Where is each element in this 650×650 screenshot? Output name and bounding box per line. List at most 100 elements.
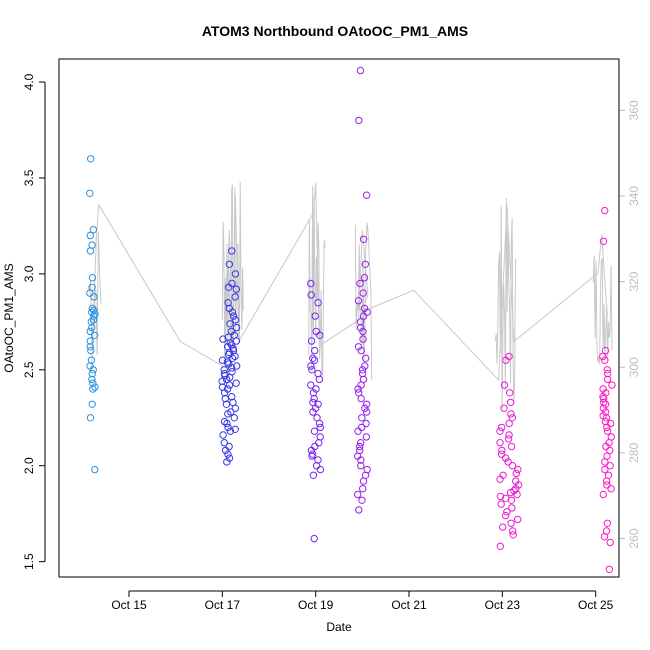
data-point (359, 485, 367, 493)
data-point (88, 369, 97, 378)
data-point (220, 389, 229, 397)
data-point (316, 423, 324, 432)
data-point (506, 398, 515, 407)
data-point (499, 523, 507, 531)
data-point (86, 327, 94, 336)
data-point (601, 356, 609, 364)
data-point (226, 427, 235, 435)
data-point (88, 304, 97, 313)
data-point (599, 352, 607, 361)
data-point (90, 306, 98, 314)
data-point (314, 400, 322, 408)
axis-layer: Oct 15 Oct 17 Oct 19 Oct 21 Oct 23 Oct 25 1.5 2… (22, 73, 641, 612)
data-point (362, 191, 371, 199)
data-point (219, 431, 227, 439)
data-point (363, 408, 371, 416)
data-point (601, 400, 610, 408)
data-point (357, 439, 365, 447)
data-point (498, 446, 506, 455)
data-point (86, 337, 95, 345)
data-point (233, 362, 241, 370)
data-point (359, 327, 367, 336)
data-point (231, 316, 240, 324)
data-point (354, 385, 362, 393)
data-point (358, 369, 367, 378)
x-tick-label: Oct 17 (205, 598, 241, 612)
data-point (601, 408, 610, 416)
data-point (359, 477, 368, 485)
data-point (603, 366, 611, 374)
y2-tick-label: 260 (627, 528, 641, 548)
data-point (224, 350, 233, 359)
data-point (86, 231, 95, 240)
data-point (223, 358, 232, 366)
data-point (496, 475, 504, 483)
y2-tick-label: 360 (627, 100, 641, 120)
data-point (603, 427, 612, 435)
data-point (497, 500, 505, 508)
x-tick-label: Oct 25 (578, 598, 614, 612)
data-point (507, 496, 516, 504)
data-point (309, 389, 318, 397)
data-point (506, 488, 515, 497)
data-point (231, 404, 240, 412)
background-line-layer (88, 181, 613, 409)
data-point (231, 425, 239, 433)
data-point (86, 343, 94, 351)
data-point (86, 289, 94, 297)
data-point (500, 381, 509, 389)
data-point (308, 452, 316, 460)
data-point (503, 508, 511, 516)
data-point (225, 283, 233, 291)
data-point (358, 423, 366, 432)
data-point (224, 410, 232, 418)
data-point (501, 511, 510, 520)
data-point (89, 316, 98, 324)
data-point (221, 446, 230, 455)
data-point (600, 533, 609, 541)
data-point (228, 247, 236, 255)
data-point (358, 366, 367, 374)
data-point (361, 362, 369, 370)
data-point (507, 519, 515, 527)
data-point (363, 400, 371, 408)
x-tick-label: Oct 19 (298, 598, 334, 612)
data-point (307, 381, 315, 389)
data-point (514, 515, 522, 524)
y2-series-line (91, 183, 608, 382)
data-point (316, 331, 324, 339)
data-point (232, 323, 241, 332)
data-point (606, 462, 614, 470)
data-point (311, 312, 319, 320)
data-point (508, 414, 516, 422)
data-point (505, 431, 513, 439)
data-point (312, 385, 320, 393)
data-point (224, 423, 232, 432)
data-point (508, 462, 517, 470)
data-point (361, 404, 369, 412)
data-point (308, 366, 316, 374)
data-point (601, 206, 609, 215)
data-point (356, 318, 365, 326)
data-point (602, 477, 611, 485)
data-point (224, 299, 232, 307)
data-point (231, 352, 239, 361)
data-point (228, 354, 237, 362)
data-point (513, 490, 521, 499)
data-point (228, 393, 236, 401)
data-point (359, 312, 368, 320)
data-point (604, 369, 612, 378)
data-point (357, 462, 365, 470)
data-point (310, 356, 319, 364)
data-point (606, 419, 615, 428)
data-point (311, 346, 319, 355)
data-point (88, 400, 96, 408)
data-point (309, 408, 317, 416)
data-point (226, 320, 234, 328)
data-point (505, 419, 513, 428)
data-point (360, 304, 369, 313)
x-tick-label: Oct 21 (391, 598, 427, 612)
y-tick-label: 3.0 (22, 265, 36, 282)
data-point (310, 427, 319, 435)
y2-tick-label: 280 (627, 443, 641, 463)
